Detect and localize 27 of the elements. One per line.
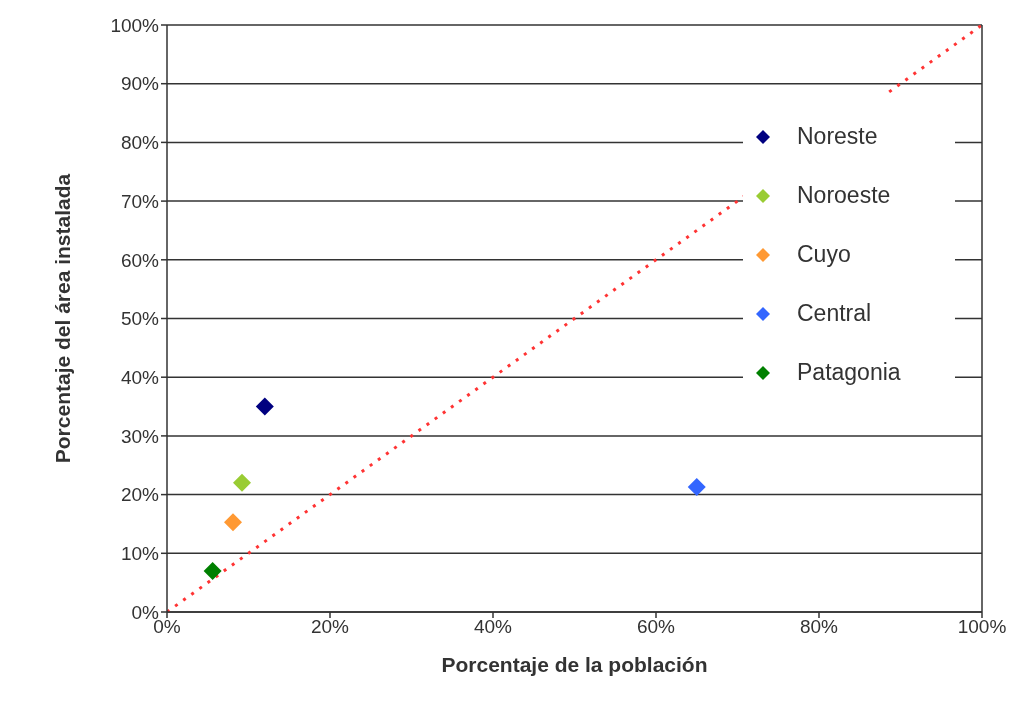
legend-label: Central [797,300,872,327]
y-tick-label: 10% [120,543,160,565]
y-tick-label: 20% [120,484,160,506]
y-tick-label: 80% [120,132,160,154]
y-tick-label: 40% [120,366,160,388]
point [203,561,222,580]
y-axis-title: Porcentaje del área instalada [51,173,75,464]
y-tick-label: 60% [120,249,160,271]
x-tick-label: 20% [310,616,350,638]
x-axis-title: Porcentaje de la población [441,653,708,676]
y-tick-label: 50% [120,308,160,330]
legend-label: Noroeste [797,182,891,209]
y-tick-label: 70% [120,190,160,212]
x-tick-label: 80% [799,616,839,638]
x-tick-label: 100% [957,616,1007,638]
y-tick-label: 30% [120,425,160,447]
x-tick-label: 40% [473,616,513,638]
legend-label: Cuyo [797,241,851,268]
y-tick-label: 90% [120,73,160,95]
legend-label: Noreste [797,123,878,150]
point [232,473,251,492]
point [255,397,274,416]
point [687,477,706,496]
x-tick-label: 60% [636,616,676,638]
point [224,513,243,532]
y-tick-label: 100% [110,14,160,36]
legend-label: Patagonia [797,359,901,386]
